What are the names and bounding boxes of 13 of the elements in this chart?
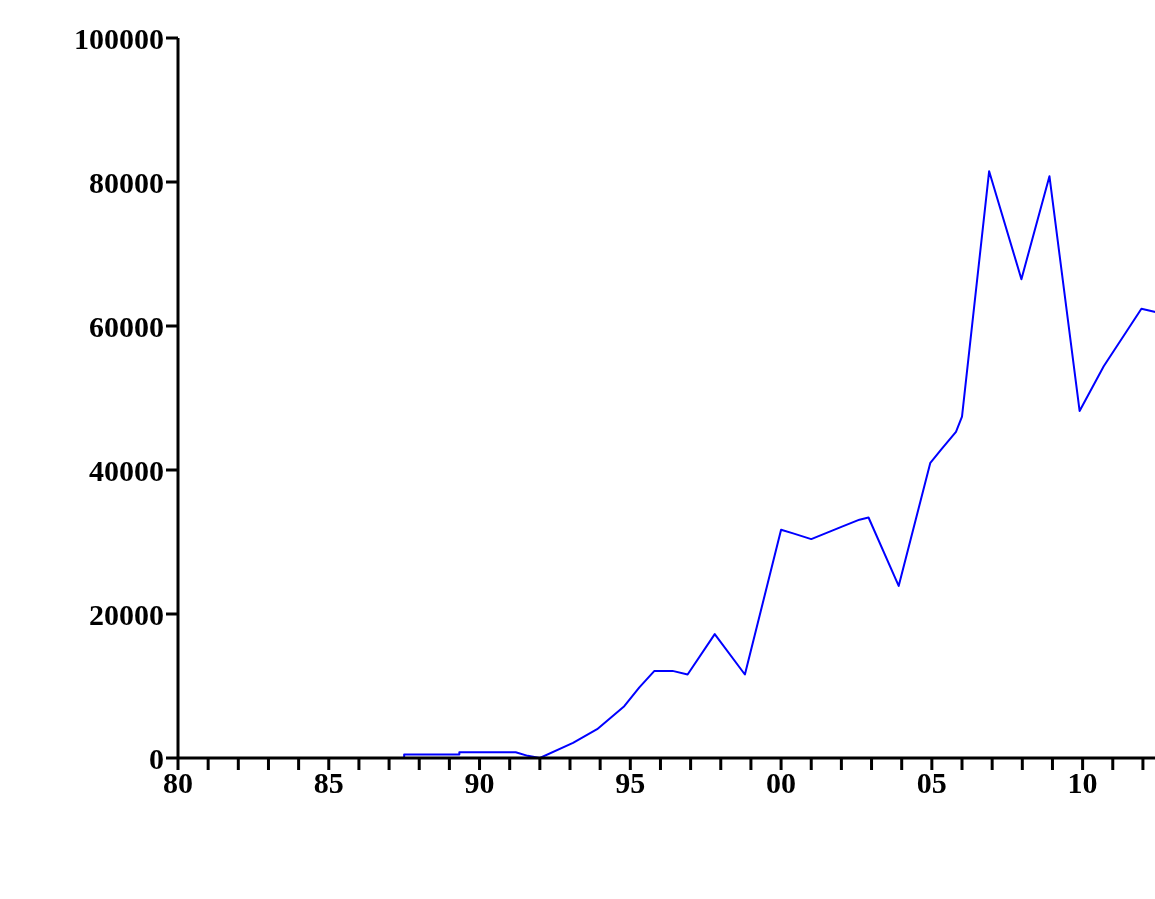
y-tick-label: 100000 — [74, 21, 164, 55]
x-tick-label: 80 — [163, 766, 193, 800]
y-tick-label: 40000 — [89, 453, 164, 487]
x-tick-label: 05 — [916, 766, 947, 800]
x-tick-label: 90 — [464, 766, 495, 800]
x-tick-label: 10 — [1067, 766, 1098, 800]
y-tick-label: 20000 — [89, 597, 164, 631]
y-tick-label: 80000 — [89, 165, 164, 199]
x-tick-label: 95 — [615, 766, 646, 800]
y-tick-label: 60000 — [89, 309, 164, 343]
x-tick-label: 85 — [313, 766, 344, 800]
y-tick-label: 0 — [149, 741, 164, 775]
x-tick-label: 00 — [766, 766, 797, 800]
